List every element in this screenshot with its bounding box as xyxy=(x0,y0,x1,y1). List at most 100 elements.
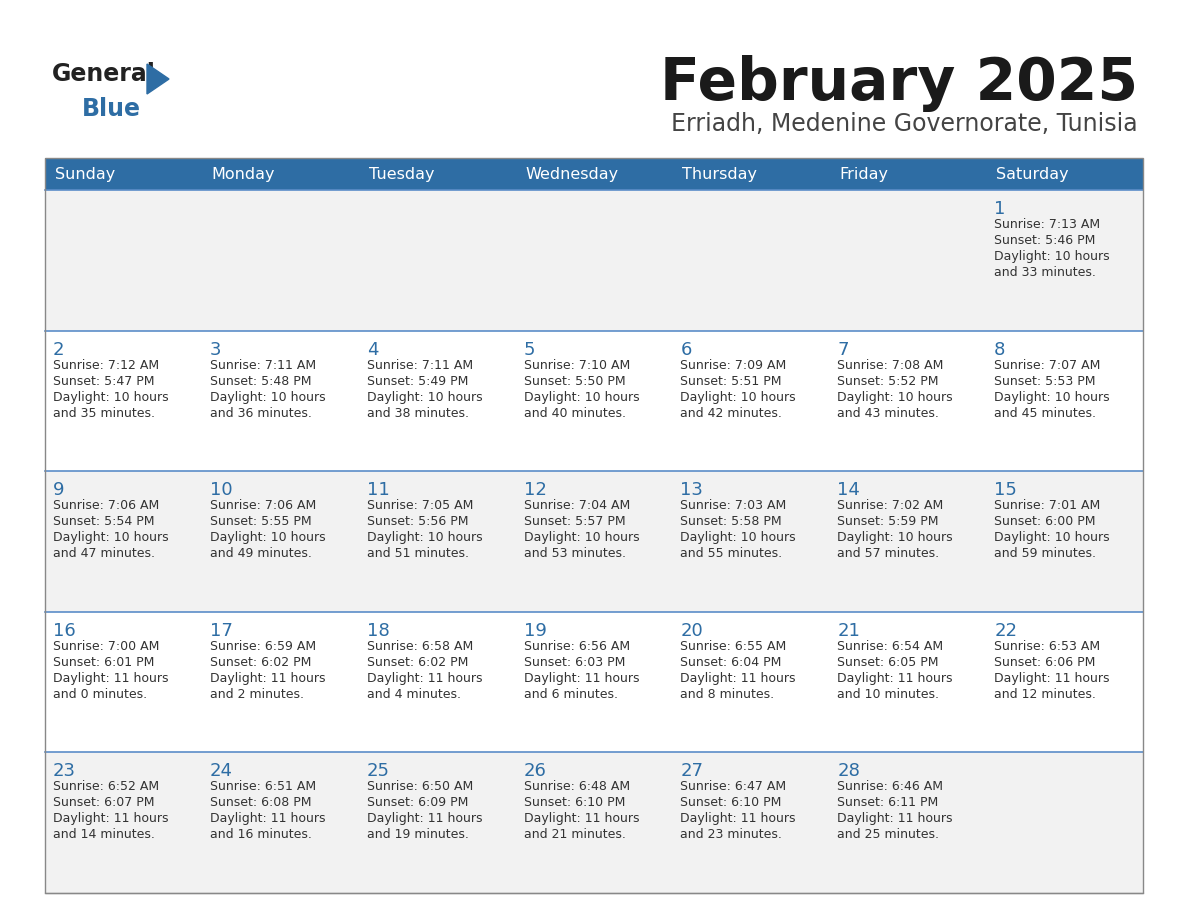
Text: and 43 minutes.: and 43 minutes. xyxy=(838,407,940,420)
Text: 1: 1 xyxy=(994,200,1005,218)
Bar xyxy=(45,330,1143,471)
Text: Monday: Monday xyxy=(211,166,276,182)
Text: and 42 minutes.: and 42 minutes. xyxy=(681,407,783,420)
Text: Sunset: 5:58 PM: Sunset: 5:58 PM xyxy=(681,515,782,528)
Text: Daylight: 10 hours: Daylight: 10 hours xyxy=(994,532,1110,544)
Text: 28: 28 xyxy=(838,763,860,780)
Text: and 49 minutes.: and 49 minutes. xyxy=(210,547,311,560)
Text: and 23 minutes.: and 23 minutes. xyxy=(681,828,783,842)
Text: Sunrise: 6:52 AM: Sunrise: 6:52 AM xyxy=(53,780,159,793)
Text: and 14 minutes.: and 14 minutes. xyxy=(53,828,154,842)
Text: Sunrise: 6:50 AM: Sunrise: 6:50 AM xyxy=(367,780,473,793)
Text: Daylight: 11 hours: Daylight: 11 hours xyxy=(367,812,482,825)
Polygon shape xyxy=(147,64,169,94)
Text: Sunrise: 7:04 AM: Sunrise: 7:04 AM xyxy=(524,499,630,512)
Text: Thursday: Thursday xyxy=(682,166,758,182)
Text: 17: 17 xyxy=(210,621,233,640)
Text: and 36 minutes.: and 36 minutes. xyxy=(210,407,311,420)
Text: Sunset: 6:05 PM: Sunset: 6:05 PM xyxy=(838,655,939,669)
Text: Sunset: 5:59 PM: Sunset: 5:59 PM xyxy=(838,515,939,528)
Text: Daylight: 11 hours: Daylight: 11 hours xyxy=(210,812,326,825)
Text: Daylight: 11 hours: Daylight: 11 hours xyxy=(210,672,326,685)
Text: Sunrise: 6:54 AM: Sunrise: 6:54 AM xyxy=(838,640,943,653)
Text: and 57 minutes.: and 57 minutes. xyxy=(838,547,940,560)
Text: Sunset: 6:09 PM: Sunset: 6:09 PM xyxy=(367,797,468,810)
Text: Sunrise: 7:02 AM: Sunrise: 7:02 AM xyxy=(838,499,943,512)
Text: Daylight: 10 hours: Daylight: 10 hours xyxy=(524,532,639,544)
Bar xyxy=(516,158,672,190)
Text: Sunrise: 7:00 AM: Sunrise: 7:00 AM xyxy=(53,640,159,653)
Text: Daylight: 10 hours: Daylight: 10 hours xyxy=(367,390,482,404)
Text: 20: 20 xyxy=(681,621,703,640)
Text: Sunrise: 6:48 AM: Sunrise: 6:48 AM xyxy=(524,780,630,793)
Text: Sunrise: 7:05 AM: Sunrise: 7:05 AM xyxy=(367,499,473,512)
Bar xyxy=(202,158,359,190)
Text: Daylight: 10 hours: Daylight: 10 hours xyxy=(367,532,482,544)
Text: Tuesday: Tuesday xyxy=(368,166,435,182)
Bar xyxy=(672,158,829,190)
Text: 14: 14 xyxy=(838,481,860,499)
Text: 13: 13 xyxy=(681,481,703,499)
Text: Daylight: 10 hours: Daylight: 10 hours xyxy=(838,532,953,544)
Text: Sunday: Sunday xyxy=(55,166,115,182)
Text: and 10 minutes.: and 10 minutes. xyxy=(838,688,940,700)
Text: and 33 minutes.: and 33 minutes. xyxy=(994,266,1097,279)
Text: Daylight: 10 hours: Daylight: 10 hours xyxy=(53,532,169,544)
Bar xyxy=(45,190,1143,330)
Text: Sunrise: 7:11 AM: Sunrise: 7:11 AM xyxy=(367,359,473,372)
Text: Sunset: 5:50 PM: Sunset: 5:50 PM xyxy=(524,375,625,387)
Text: and 25 minutes.: and 25 minutes. xyxy=(838,828,940,842)
Text: and 0 minutes.: and 0 minutes. xyxy=(53,688,147,700)
Text: General: General xyxy=(52,62,156,86)
Text: Sunrise: 7:11 AM: Sunrise: 7:11 AM xyxy=(210,359,316,372)
Text: Daylight: 11 hours: Daylight: 11 hours xyxy=(838,812,953,825)
Text: Sunset: 5:53 PM: Sunset: 5:53 PM xyxy=(994,375,1095,387)
Text: Daylight: 11 hours: Daylight: 11 hours xyxy=(681,812,796,825)
Text: 25: 25 xyxy=(367,763,390,780)
Text: Sunset: 6:01 PM: Sunset: 6:01 PM xyxy=(53,655,154,669)
Text: Daylight: 10 hours: Daylight: 10 hours xyxy=(53,390,169,404)
Text: Friday: Friday xyxy=(839,166,889,182)
Text: Sunrise: 6:55 AM: Sunrise: 6:55 AM xyxy=(681,640,786,653)
Text: and 6 minutes.: and 6 minutes. xyxy=(524,688,618,700)
Bar xyxy=(829,158,986,190)
Bar xyxy=(986,158,1143,190)
Text: Daylight: 11 hours: Daylight: 11 hours xyxy=(681,672,796,685)
Text: Sunset: 5:55 PM: Sunset: 5:55 PM xyxy=(210,515,311,528)
Text: Sunset: 6:00 PM: Sunset: 6:00 PM xyxy=(994,515,1095,528)
Text: and 4 minutes.: and 4 minutes. xyxy=(367,688,461,700)
Text: and 19 minutes.: and 19 minutes. xyxy=(367,828,468,842)
Text: Sunrise: 7:12 AM: Sunrise: 7:12 AM xyxy=(53,359,159,372)
Text: and 53 minutes.: and 53 minutes. xyxy=(524,547,626,560)
Text: Sunset: 6:06 PM: Sunset: 6:06 PM xyxy=(994,655,1095,669)
Text: Daylight: 11 hours: Daylight: 11 hours xyxy=(53,812,169,825)
Text: Sunset: 6:02 PM: Sunset: 6:02 PM xyxy=(210,655,311,669)
Text: Sunrise: 7:06 AM: Sunrise: 7:06 AM xyxy=(210,499,316,512)
Text: Sunset: 5:54 PM: Sunset: 5:54 PM xyxy=(53,515,154,528)
Text: and 45 minutes.: and 45 minutes. xyxy=(994,407,1097,420)
Text: 26: 26 xyxy=(524,763,546,780)
Text: Sunrise: 6:59 AM: Sunrise: 6:59 AM xyxy=(210,640,316,653)
Text: Saturday: Saturday xyxy=(997,166,1069,182)
Text: 4: 4 xyxy=(367,341,378,359)
Text: February 2025: February 2025 xyxy=(659,55,1138,112)
Text: Sunset: 5:56 PM: Sunset: 5:56 PM xyxy=(367,515,468,528)
Text: Daylight: 10 hours: Daylight: 10 hours xyxy=(524,390,639,404)
Text: and 16 minutes.: and 16 minutes. xyxy=(210,828,311,842)
Text: Daylight: 11 hours: Daylight: 11 hours xyxy=(367,672,482,685)
Text: and 59 minutes.: and 59 minutes. xyxy=(994,547,1097,560)
Text: Sunrise: 6:46 AM: Sunrise: 6:46 AM xyxy=(838,780,943,793)
Text: Sunset: 6:02 PM: Sunset: 6:02 PM xyxy=(367,655,468,669)
Text: Sunset: 6:11 PM: Sunset: 6:11 PM xyxy=(838,797,939,810)
Text: 6: 6 xyxy=(681,341,691,359)
Bar xyxy=(45,158,1143,893)
Text: and 47 minutes.: and 47 minutes. xyxy=(53,547,154,560)
Text: Sunrise: 7:10 AM: Sunrise: 7:10 AM xyxy=(524,359,630,372)
Bar xyxy=(45,471,1143,611)
Text: Sunrise: 6:53 AM: Sunrise: 6:53 AM xyxy=(994,640,1100,653)
Text: Daylight: 11 hours: Daylight: 11 hours xyxy=(524,672,639,685)
Text: and 51 minutes.: and 51 minutes. xyxy=(367,547,469,560)
Text: 18: 18 xyxy=(367,621,390,640)
Text: and 8 minutes.: and 8 minutes. xyxy=(681,688,775,700)
Text: 11: 11 xyxy=(367,481,390,499)
